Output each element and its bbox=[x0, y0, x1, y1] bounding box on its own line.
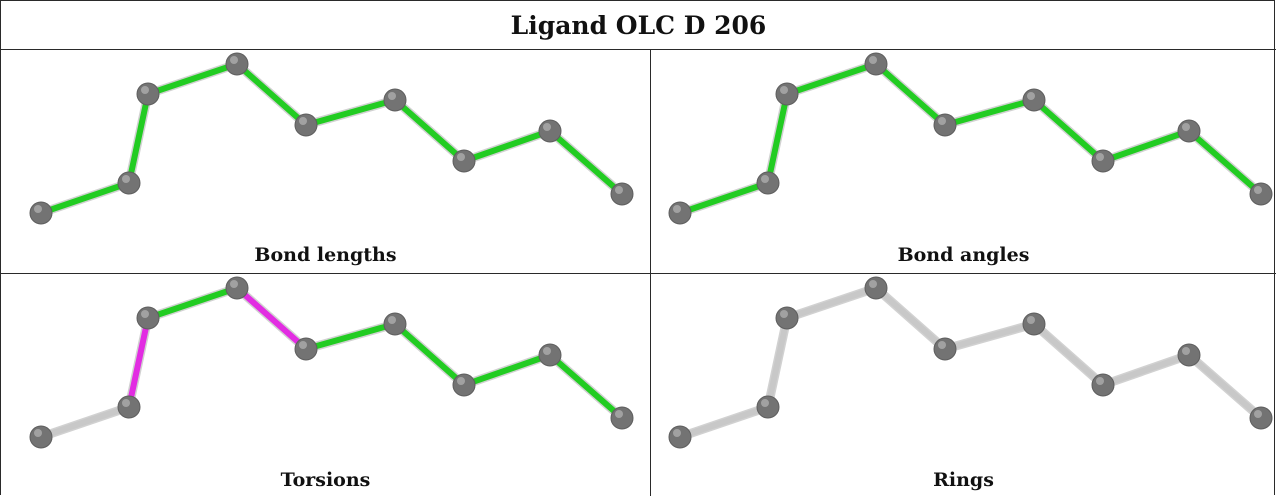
atom bbox=[1022, 312, 1046, 336]
bond bbox=[1029, 95, 1108, 166]
atom bbox=[668, 425, 692, 449]
atom bbox=[452, 373, 476, 397]
atom bbox=[610, 406, 634, 430]
atom bbox=[864, 276, 888, 300]
figure-title: Ligand OLC D 206 bbox=[510, 10, 767, 40]
atom bbox=[136, 82, 160, 106]
atom bbox=[775, 82, 799, 106]
divider-title bbox=[1, 49, 1276, 50]
panel-torsions: Torsions bbox=[1, 274, 650, 496]
atom bbox=[1022, 88, 1046, 112]
bond bbox=[232, 59, 311, 130]
bond bbox=[545, 350, 627, 423]
atom bbox=[1091, 149, 1115, 173]
atom bbox=[383, 312, 407, 336]
atom bbox=[1091, 373, 1115, 397]
atom bbox=[225, 276, 249, 300]
atom bbox=[668, 201, 692, 225]
bond bbox=[124, 313, 153, 412]
panel-caption: Bond lengths bbox=[254, 244, 397, 266]
bond bbox=[459, 350, 555, 390]
bond bbox=[782, 59, 881, 99]
divider-columns bbox=[650, 49, 651, 496]
bond bbox=[143, 59, 242, 99]
bond bbox=[1098, 350, 1194, 390]
bond bbox=[940, 95, 1039, 130]
panel-caption: Rings bbox=[933, 469, 994, 491]
bond bbox=[36, 178, 134, 218]
atom bbox=[294, 113, 318, 137]
molecule-view bbox=[668, 52, 1273, 225]
panel-bond-angles: Bond angles bbox=[651, 50, 1276, 273]
bond bbox=[940, 319, 1039, 354]
divider-rows bbox=[1, 273, 1276, 274]
bond bbox=[871, 59, 950, 130]
atom bbox=[864, 52, 888, 76]
atom bbox=[29, 425, 53, 449]
atom bbox=[756, 395, 780, 419]
bond bbox=[1029, 319, 1108, 390]
atom bbox=[538, 343, 562, 367]
bond bbox=[763, 313, 792, 412]
atom bbox=[29, 201, 53, 225]
bond bbox=[124, 89, 153, 188]
panel-caption: Torsions bbox=[280, 469, 371, 491]
molecule-view bbox=[29, 276, 634, 449]
bond bbox=[459, 126, 555, 166]
molecule-view bbox=[668, 276, 1273, 449]
molecule-view bbox=[29, 52, 634, 225]
atom bbox=[1249, 406, 1273, 430]
atom bbox=[225, 52, 249, 76]
bond bbox=[1098, 126, 1194, 166]
atom bbox=[117, 395, 141, 419]
bond bbox=[390, 319, 469, 390]
panel-rings: Rings bbox=[651, 274, 1276, 496]
panel-caption: Bond angles bbox=[897, 244, 1030, 266]
bond bbox=[301, 319, 400, 354]
atom bbox=[1249, 182, 1273, 206]
atom bbox=[452, 149, 476, 173]
atom bbox=[775, 306, 799, 330]
bond bbox=[675, 178, 773, 218]
atom bbox=[294, 337, 318, 361]
bond bbox=[36, 402, 134, 442]
bond bbox=[871, 283, 950, 354]
atom bbox=[1177, 119, 1201, 143]
atom bbox=[756, 171, 780, 195]
atom bbox=[538, 119, 562, 143]
atom bbox=[1177, 343, 1201, 367]
atom bbox=[383, 88, 407, 112]
bond bbox=[782, 283, 881, 323]
bond bbox=[763, 89, 792, 188]
bond bbox=[143, 283, 242, 323]
bond bbox=[1184, 350, 1266, 423]
panel-bond-lengths: Bond lengths bbox=[1, 50, 650, 273]
bond bbox=[301, 95, 400, 130]
bond bbox=[1184, 126, 1266, 199]
bond bbox=[390, 95, 469, 166]
bond bbox=[232, 283, 311, 354]
bond bbox=[545, 126, 627, 199]
atom bbox=[933, 113, 957, 137]
bond bbox=[675, 402, 773, 442]
atom bbox=[117, 171, 141, 195]
atom bbox=[136, 306, 160, 330]
atom bbox=[933, 337, 957, 361]
atom bbox=[610, 182, 634, 206]
